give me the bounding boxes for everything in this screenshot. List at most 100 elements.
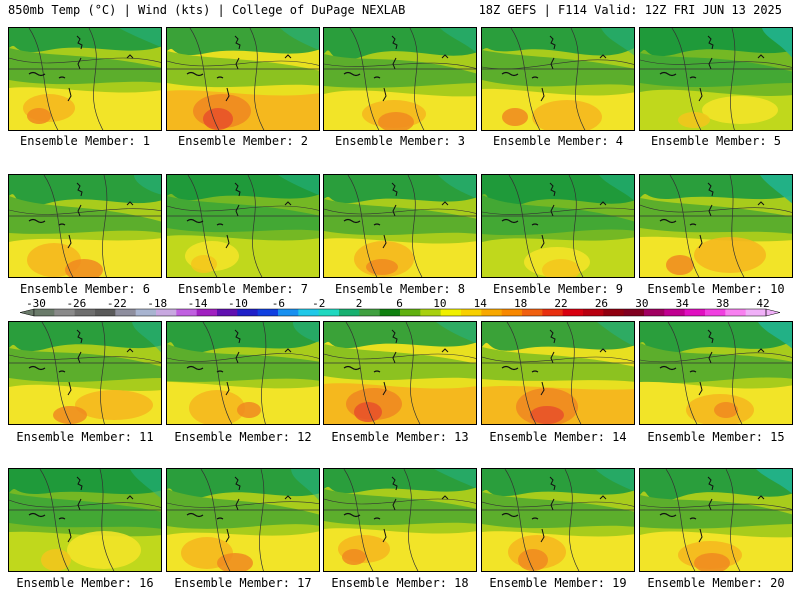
ensemble-member-label: Ensemble Member: 1 (19, 134, 151, 148)
ensemble-member-label: Ensemble Member: 2 (177, 134, 309, 148)
colorbar-segment (156, 309, 177, 316)
colorbar-segment (339, 309, 360, 316)
ensemble-member-map (323, 468, 477, 572)
colorbar-segment (379, 309, 401, 316)
colorbar-tick-label: 26 (594, 297, 609, 310)
colorbar-segment (664, 309, 686, 316)
colorbar-tick-label: 22 (554, 297, 568, 310)
colorbar-segment (217, 309, 238, 316)
colorbar-tick-label: 34 (675, 297, 689, 310)
ensemble-member-map (166, 468, 320, 572)
colorbar-segment (400, 309, 421, 316)
colorbar-tick-label: -6 (271, 297, 285, 310)
colorbar-segment (196, 309, 218, 316)
colorbar-segment (115, 309, 137, 316)
ensemble-member-label: Ensemble Member: 16 (16, 576, 154, 590)
colorbar-segment (644, 309, 665, 316)
ensemble-member-map (639, 174, 793, 278)
ensemble-member-label: Ensemble Member: 19 (489, 576, 627, 590)
ensemble-member-label: Ensemble Member: 15 (647, 430, 785, 444)
colorbar-segment (562, 309, 584, 316)
ensemble-member-label: Ensemble Member: 13 (331, 430, 469, 444)
colorbar-tick-label: -26 (66, 297, 87, 310)
colorbar-segment (745, 309, 767, 316)
colorbar-segment (34, 309, 55, 316)
colorbar-tick-label: -30 (26, 297, 46, 310)
ensemble-member-map (323, 174, 477, 278)
ensemble-member-map (166, 27, 320, 131)
colorbar-segment (54, 309, 76, 316)
colorbar-tick-label: -22 (106, 297, 127, 310)
ensemble-member-map (323, 27, 477, 131)
colorbar-tick-label: -18 (147, 297, 168, 310)
ensemble-member-map (481, 321, 635, 425)
colorbar-segment (623, 309, 645, 316)
colorbar-tick-label: -2 (312, 297, 326, 310)
colorbar-tick-label: 2 (355, 297, 363, 310)
ensemble-member-label: Ensemble Member: 11 (16, 430, 154, 444)
colorbar-segment (765, 308, 781, 317)
ensemble-member-map (166, 321, 320, 425)
ensemble-member-map (639, 468, 793, 572)
colorbar-segment (725, 309, 747, 316)
ensemble-member-label: Ensemble Member: 3 (334, 134, 466, 148)
temperature-colorbar: -30 -26 -22 -18 -14 -10 -6 -2 2 6 10 14 18 22 26 30 34 38… (0, 297, 800, 319)
colorbar-segment (135, 309, 157, 316)
ensemble-member-map (481, 27, 635, 131)
colorbar-tick-label: 10 (433, 297, 447, 310)
colorbar-tick-label: 6 (396, 297, 403, 310)
colorbar-segment (501, 309, 523, 316)
ensemble-member-label: Ensemble Member: 5 (650, 134, 782, 148)
colorbar-segment (481, 309, 503, 316)
ensemble-member-label: Ensemble Member: 18 (331, 576, 469, 590)
ensemble-member-label: Ensemble Member: 10 (647, 282, 785, 296)
ensemble-member-label: Ensemble Member: 7 (177, 282, 309, 296)
colorbar-segment (542, 309, 564, 316)
colorbar-segment (19, 308, 35, 317)
colorbar-segment (705, 309, 726, 316)
colorbar-segment (257, 309, 279, 316)
ensemble-member-map (166, 174, 320, 278)
ensemble-member-map (8, 27, 162, 131)
run-valid-time: 18Z GEFS | F114 Valid: 12Z FRI JUN 13 20… (478, 3, 782, 17)
ensemble-member-map (639, 321, 793, 425)
colorbar-scale (19, 308, 781, 317)
colorbar-segment (684, 309, 706, 316)
colorbar-segment (237, 309, 259, 316)
colorbar-segment (420, 309, 442, 316)
colorbar-segment (74, 309, 96, 316)
colorbar-segment (603, 309, 625, 316)
ensemble-member-label: Ensemble Member: 6 (19, 282, 151, 296)
colorbar-tick-label: -14 (187, 297, 208, 310)
ensemble-member-map (8, 174, 162, 278)
colorbar-segment (298, 309, 320, 316)
ensemble-member-label: Ensemble Member: 9 (492, 282, 624, 296)
ensemble-member-label: Ensemble Member: 20 (647, 576, 785, 590)
colorbar-segment (278, 309, 299, 316)
ensemble-member-label: Ensemble Member: 8 (334, 282, 466, 296)
ensemble-member-map (8, 468, 162, 572)
ensemble-member-map (639, 27, 793, 131)
colorbar-tick-label: 38 (715, 297, 730, 310)
ensemble-member-label: Ensemble Member: 4 (492, 134, 624, 148)
ensemble-member-label: Ensemble Member: 17 (174, 576, 312, 590)
product-title: 850mb Temp (°C) | Wind (kts) | College o… (8, 3, 406, 17)
colorbar-tick-label: -10 (228, 297, 248, 310)
colorbar-segment (359, 309, 381, 316)
ensemble-member-map (323, 321, 477, 425)
colorbar-segment (33, 308, 767, 317)
colorbar-tick-label: 14 (473, 297, 487, 310)
ensemble-member-map (8, 321, 162, 425)
ensemble-member-map (481, 468, 635, 572)
ensemble-member-label: Ensemble Member: 14 (489, 430, 627, 444)
colorbar-segment (95, 309, 116, 316)
colorbar-segment (522, 309, 543, 316)
colorbar-segment (583, 309, 604, 316)
colorbar-tick-label: 42 (756, 297, 770, 310)
colorbar-segment (440, 309, 462, 316)
colorbar-tick-label: 30 (635, 297, 649, 310)
colorbar-segment (176, 309, 198, 316)
colorbar-tick-label: 18 (514, 297, 528, 310)
ensemble-member-label: Ensemble Member: 12 (174, 430, 312, 444)
ensemble-member-map (481, 174, 635, 278)
